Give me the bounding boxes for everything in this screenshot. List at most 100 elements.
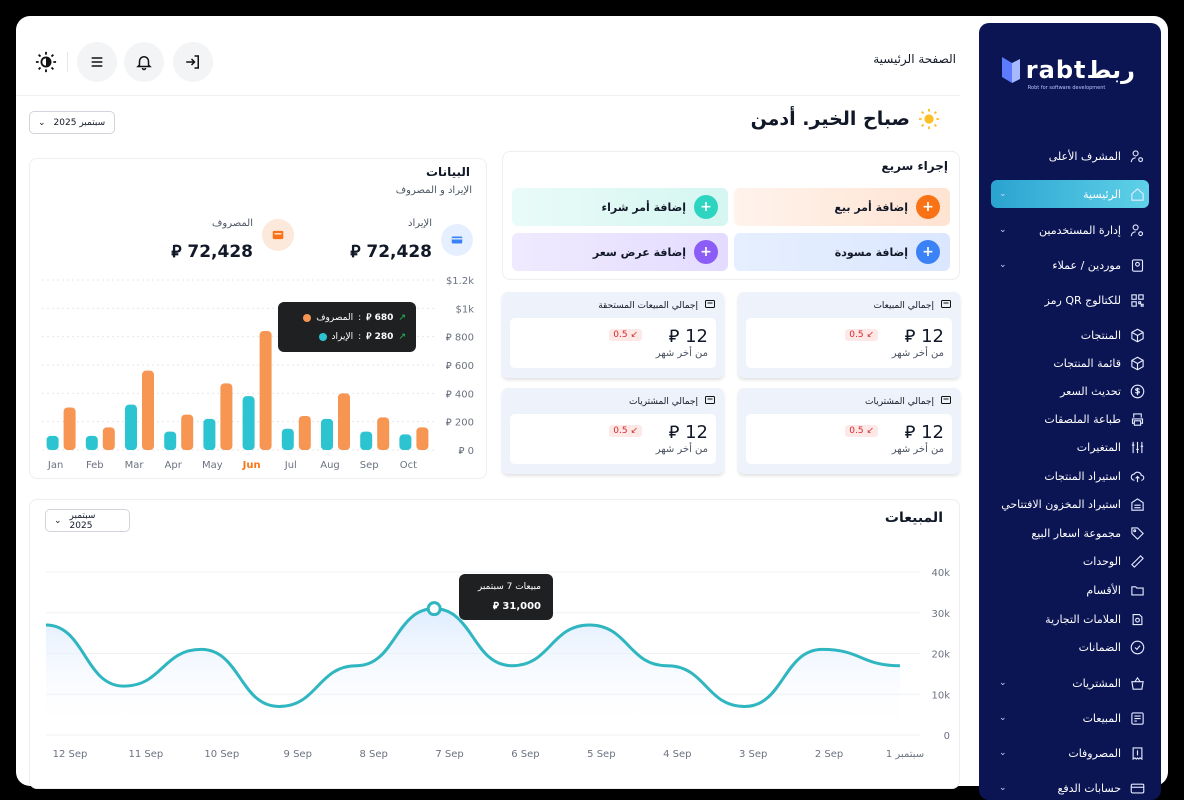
bar-expense-Sep[interactable] — [377, 417, 390, 450]
quick-action-label: إضافة أمر بيع — [834, 200, 908, 214]
sales-highlight-point[interactable] — [426, 601, 442, 617]
tooltip-revenue-value: ⃁ 280 — [366, 332, 394, 342]
bar-revenue-Jun[interactable] — [242, 396, 255, 450]
sidebar-item-6[interactable]: قائمة المنتجات — [991, 350, 1149, 376]
quick-action-button-3[interactable]: + إضافة عرض سعر — [512, 233, 728, 271]
bar-expense-Jul[interactable] — [298, 416, 311, 450]
user-cog-icon — [1129, 148, 1145, 164]
brand-logo[interactable]: rabtربط Robt for software development — [1000, 55, 1135, 91]
contacts-icon — [1129, 257, 1145, 273]
sales-line-chart: 0 10k 20k 30k 40k 1 سبتمبر 2 Sep 3 Sep 4 Sep 5 Se… — [45, 568, 950, 760]
bar-revenue-Aug[interactable] — [321, 418, 333, 450]
dollar-icon — [1129, 383, 1145, 399]
stat-body: ⃁ 12 0.5 ↙ من أخر شهر — [510, 414, 716, 464]
bar-revenue-Oct[interactable] — [399, 434, 412, 450]
sidebar-item-3[interactable]: موردين / عملاء ⌄ — [991, 252, 1149, 278]
bar-revenue-Jul[interactable] — [281, 428, 294, 450]
stat-card-2: إجمالي المشتريات ⃁ 12 0.5 ↙ من أخر شهر — [738, 388, 960, 474]
stat-change-badge: 0.5 ↙ — [845, 425, 878, 437]
sidebar-item-0[interactable]: المشرف الأعلى — [991, 143, 1149, 169]
bar-revenue-May[interactable] — [203, 418, 216, 450]
sales-month-select[interactable]: ⌄ سبتمبر 2025 — [45, 509, 130, 532]
bar-expense-Oct[interactable] — [416, 427, 429, 450]
sales-series-line[interactable] — [45, 607, 901, 708]
sidebar-item-18[interactable]: المبيعات ⌄ — [991, 705, 1149, 731]
quick-action-button-1[interactable]: + إضافة أمر شراء — [512, 188, 728, 226]
x-tick-label: 2 Sep — [815, 749, 843, 760]
sidebar-item-19[interactable]: المصروفات ⌄ — [991, 740, 1149, 766]
bar-expense-Mar[interactable] — [142, 370, 154, 450]
y-tick-label: 0 — [944, 731, 950, 742]
bar-revenue-Mar[interactable] — [125, 404, 137, 450]
sidebar-item-16[interactable]: الضمانات — [991, 634, 1149, 660]
bar-revenue-Jan[interactable] — [46, 435, 59, 450]
sidebar-item-13[interactable]: الوحدات — [991, 548, 1149, 574]
stat-title: إجمالي المشتريات — [629, 396, 698, 407]
sidebar-item-label: موردين / عملاء — [1052, 258, 1121, 272]
cloud-upload-icon — [1129, 468, 1145, 484]
arrow-down-left-icon: ↙ — [630, 426, 638, 436]
stat-title: إجمالي المبيعات المستحقة — [598, 300, 698, 311]
trend-up-icon: ↗ — [398, 331, 406, 342]
month-select[interactable]: ⌄ سبتمبر 2025 — [29, 111, 115, 134]
stat-value: ⃁ 12 — [668, 326, 708, 347]
sidebar-item-label: استيراد المنتجات — [1044, 469, 1121, 483]
y-tick-label: 40k — [931, 568, 950, 579]
greeting: صباح الخير. أدمن — [751, 108, 940, 130]
sidebar-item-15[interactable]: العلامات التجارية — [991, 606, 1149, 632]
box-icon — [1129, 355, 1145, 371]
sidebar-item-10[interactable]: استيراد المنتجات — [991, 463, 1149, 489]
quick-action-button-0[interactable]: + إضافة أمر بيع — [734, 188, 950, 226]
x-tick-label: 6 Sep — [511, 749, 539, 760]
x-tick-label: Jan — [47, 460, 63, 471]
sidebar-item-8[interactable]: طباعة الملصقات — [991, 406, 1149, 432]
bar-expense-May[interactable] — [220, 383, 233, 450]
sidebar-item-17[interactable]: المشتريات ⌄ — [991, 670, 1149, 696]
sidebar-item-20[interactable]: حسابات الدفع ⌄ — [991, 775, 1149, 800]
sidebar-item-label: المبيعات — [1082, 711, 1121, 725]
sidebar-item-14[interactable]: الأقسام — [991, 577, 1149, 603]
sidebar-item-9[interactable]: المتغيرات — [991, 434, 1149, 460]
sun-icon — [918, 108, 940, 130]
bar-expense-Jan[interactable] — [63, 407, 76, 451]
sidebar-item-label: الضمانات — [1078, 640, 1121, 654]
y-tick-label: ⃁ 0 — [459, 446, 474, 457]
bar-expense-Apr[interactable] — [181, 414, 194, 450]
sidebar-item-7[interactable]: تحديث السعر — [991, 378, 1149, 404]
x-tick-label: 3 Sep — [739, 749, 767, 760]
y-tick-label: ⃁ 600 — [446, 361, 474, 372]
sidebar-item-label: الرئيسية — [1083, 187, 1121, 201]
bar-revenue-Apr[interactable] — [164, 431, 177, 450]
bar-expense-Jun[interactable] — [259, 331, 272, 450]
menu-button[interactable] — [77, 42, 117, 82]
logo-subtitle: Robt for software development — [1027, 85, 1106, 91]
sidebar-item-1[interactable]: الرئيسية ⌄ — [991, 180, 1149, 208]
arrow-down-left-icon: ↙ — [866, 426, 874, 436]
revenue-total: ⃁ 72,428 — [350, 242, 432, 262]
plus-icon: + — [694, 240, 718, 264]
sidebar: rabtربط Robt for software development ال… — [979, 23, 1161, 800]
sidebar-item-2[interactable]: إدارة المستخدمين ⌄ — [991, 217, 1149, 243]
quick-action-button-2[interactable]: + إضافة مسودة — [734, 233, 950, 271]
sidebar-item-11[interactable]: استيراد المخزون الافتتاحي — [991, 491, 1149, 517]
home-icon — [1129, 186, 1145, 202]
logout-button[interactable] — [173, 42, 213, 82]
stat-change-badge: 0.5 ↙ — [609, 425, 642, 437]
x-tick-label: 11 Sep — [129, 749, 164, 760]
stat-subtitle: من أخر شهر — [655, 348, 708, 359]
folder-icon — [704, 298, 716, 313]
sidebar-item-label: طباعة الملصقات — [1044, 412, 1121, 426]
bar-expense-Aug[interactable] — [338, 393, 350, 450]
stat-value: ⃁ 12 — [668, 422, 708, 443]
bar-revenue-Feb[interactable] — [85, 435, 98, 450]
bar-expense-Feb[interactable] — [102, 427, 115, 450]
notifications-button[interactable] — [124, 42, 164, 82]
arrow-down-left-icon: ↙ — [630, 330, 638, 340]
x-tick-label: Apr — [165, 460, 183, 471]
theme-toggle-button[interactable] — [26, 42, 66, 82]
sidebar-item-4[interactable]: رمز QR للكتالوج — [991, 287, 1149, 313]
sidebar-item-12[interactable]: مجموعة اسعار البيع — [991, 520, 1149, 546]
bar-revenue-Sep[interactable] — [360, 431, 373, 450]
sidebar-item-5[interactable]: المنتجات — [991, 322, 1149, 348]
sidebar-item-label: حسابات الدفع — [1057, 781, 1121, 795]
